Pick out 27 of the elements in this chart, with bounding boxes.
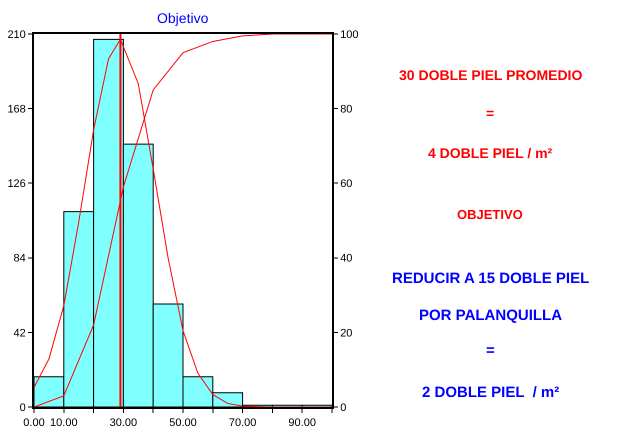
y-tick-label: 42 xyxy=(14,327,26,340)
text: REDUCIR A 15 DOBLE PIEL xyxy=(392,270,590,287)
x-tick-label: 90.00 xyxy=(288,417,316,428)
y2-tick-label: 80 xyxy=(340,103,352,116)
text: = xyxy=(486,342,495,359)
y2-tick-label: 20 xyxy=(340,327,352,340)
text: POR PALANQUILLA xyxy=(419,307,562,324)
x-tick-label: 10.00 xyxy=(50,417,78,428)
y-tick-label: 126 xyxy=(7,178,26,190)
text: = xyxy=(486,105,494,121)
y-tick-label: 210 xyxy=(7,28,26,41)
y2-tick-label: 40 xyxy=(340,252,352,265)
y-tick-label: 84 xyxy=(14,252,26,265)
chart-title: Objetivo xyxy=(157,10,209,26)
y-tick-label: 0 xyxy=(20,402,26,414)
y2-tick-label: 60 xyxy=(340,178,352,190)
x-tick-label: 0.00 xyxy=(23,417,45,428)
text: 2 DOBLE PIEL / m² xyxy=(422,384,560,401)
y2-tick-label: 100 xyxy=(340,28,359,41)
x-tick-label: 30.00 xyxy=(110,417,138,428)
text: OBJETIVO xyxy=(457,207,523,222)
y2-tick-label: 0 xyxy=(340,402,346,414)
text: 4 DOBLE PIEL / m² xyxy=(428,145,553,161)
text: 30 DOBLE PIEL PROMEDIO xyxy=(399,67,582,83)
x-tick-label: 70.00 xyxy=(228,417,256,428)
y-tick-label: 168 xyxy=(7,103,26,116)
x-tick-label: 50.00 xyxy=(169,417,197,428)
